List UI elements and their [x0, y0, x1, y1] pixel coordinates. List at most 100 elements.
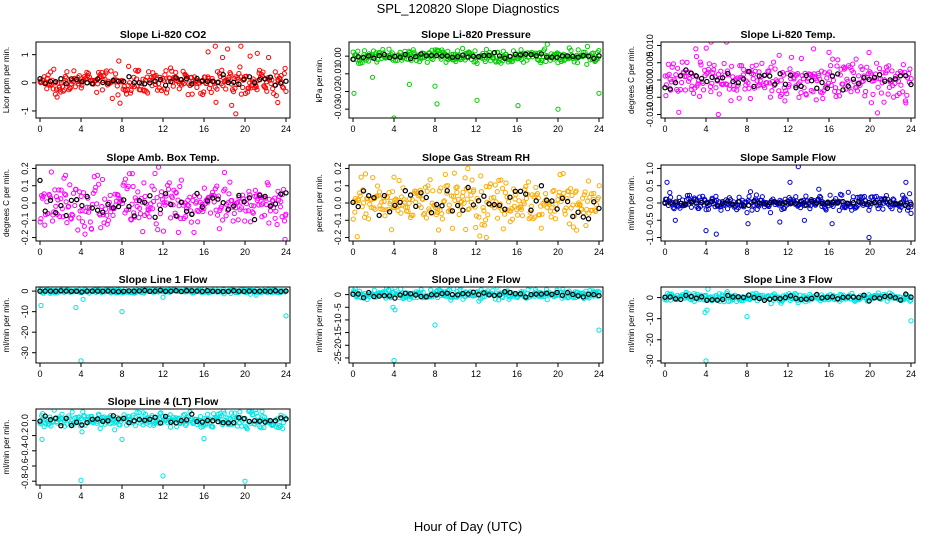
x-tick-label: 4: [78, 247, 83, 257]
data-point: [229, 197, 235, 204]
data-point: [150, 198, 157, 205]
data-point: [114, 83, 120, 89]
reference-point: [355, 54, 361, 60]
data-point: [44, 86, 50, 92]
x-tick-label: 24: [594, 124, 604, 134]
data-point: [86, 204, 93, 211]
x-tick-label: 24: [281, 247, 291, 257]
data-point: [897, 207, 903, 213]
data-point: [135, 68, 141, 74]
reference-point: [131, 288, 137, 294]
outlier-point: [351, 90, 357, 96]
reference-point: [544, 290, 550, 296]
data-point: [155, 165, 162, 170]
reference-point: [272, 418, 279, 424]
reference-point: [725, 198, 731, 204]
data-point: [517, 204, 523, 210]
reference-point: [698, 199, 705, 205]
reference-point: [730, 78, 736, 85]
outlier-point: [432, 322, 438, 328]
x-tick-label: 24: [906, 124, 916, 134]
data-point: [735, 75, 741, 81]
reference-point: [475, 197, 482, 204]
data-point: [584, 198, 591, 204]
reference-point: [220, 199, 226, 206]
y-tick-label: 0.2: [333, 162, 343, 175]
data-point: [352, 209, 358, 215]
reference-point: [73, 288, 80, 294]
reference-point: [449, 291, 456, 298]
outlier-point: [693, 46, 699, 52]
reference-point: [735, 294, 742, 300]
y-tick-label: -5: [333, 303, 343, 311]
reference-point: [147, 416, 153, 422]
data-point: [908, 204, 914, 210]
y-tick-label: 0.1: [20, 179, 30, 192]
reference-point: [460, 290, 466, 297]
reference-point: [262, 76, 268, 82]
data-point: [130, 183, 136, 190]
y-tick-label: 0.1: [333, 179, 343, 192]
reference-point: [58, 288, 64, 294]
reference-point: [94, 207, 101, 213]
reference-point: [126, 73, 132, 80]
data-point: [38, 216, 44, 222]
reference-point: [559, 292, 566, 299]
data-point: [553, 201, 559, 207]
data-point: [516, 198, 522, 204]
outlier-point: [745, 221, 751, 227]
reference-point: [693, 295, 700, 301]
data-point: [839, 192, 845, 198]
reference-point: [444, 290, 450, 296]
data-point: [41, 191, 47, 197]
reference-point: [178, 199, 184, 205]
reference-point: [740, 294, 747, 301]
data-point: [259, 214, 265, 220]
y-tick-label: -20: [645, 333, 655, 346]
y-axis-label: ml/min per min.: [2, 298, 11, 353]
data-point: [676, 194, 682, 200]
data-point: [890, 196, 896, 202]
reference-point: [876, 71, 883, 78]
outlier-point: [38, 302, 44, 309]
data-point: [874, 60, 880, 66]
data-point: [527, 287, 533, 290]
x-tick-label: 8: [744, 369, 749, 379]
data-point: [380, 47, 386, 53]
reference-point: [115, 416, 122, 422]
data-point: [59, 411, 65, 417]
x-tick-label: 20: [553, 124, 563, 134]
y-tick-label: -25: [333, 351, 343, 364]
data-point: [851, 69, 857, 76]
reference-point: [746, 68, 752, 75]
reference-point: [709, 297, 715, 303]
data-point: [709, 80, 715, 86]
data-point: [445, 48, 451, 54]
data-point: [568, 47, 574, 54]
data-point: [117, 100, 123, 106]
data-point: [518, 47, 524, 53]
data-point: [820, 95, 826, 102]
y-tick-label: 0: [20, 289, 30, 294]
outlier-point: [702, 309, 708, 315]
data-point: [379, 199, 385, 205]
data-point: [97, 425, 103, 431]
data-points: [37, 165, 289, 241]
reference-point: [283, 416, 289, 422]
data-point: [783, 88, 789, 94]
data-point: [488, 181, 494, 187]
data-point: [586, 54, 592, 60]
y-tick-label: -0.005: [645, 85, 655, 111]
data-point: [478, 173, 484, 179]
reference-point: [225, 288, 232, 295]
reference-point: [152, 288, 158, 294]
x-tick-label: 16: [199, 491, 209, 501]
data-point: [830, 77, 837, 84]
data-point: [215, 212, 221, 218]
outlier-point: [406, 81, 412, 88]
data-point: [418, 204, 424, 211]
reference-point: [272, 201, 279, 207]
data-point: [267, 208, 273, 214]
reference-point: [402, 187, 408, 194]
data-point: [477, 233, 483, 239]
